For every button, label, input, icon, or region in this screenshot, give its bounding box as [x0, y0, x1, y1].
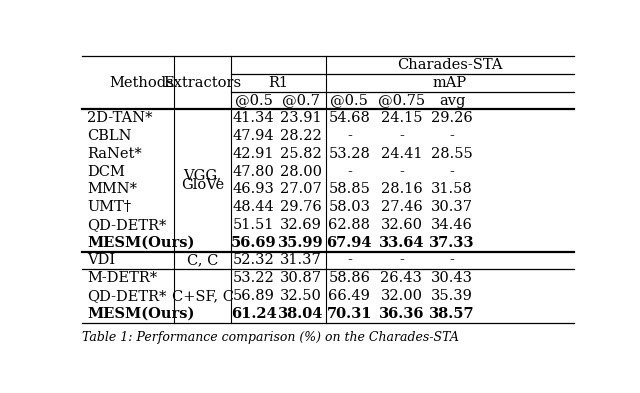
Text: 27.07: 27.07	[280, 182, 321, 196]
Text: Extractors: Extractors	[163, 76, 241, 90]
Text: 34.46: 34.46	[431, 218, 473, 232]
Text: 24.15: 24.15	[381, 111, 422, 125]
Text: 28.22: 28.22	[280, 129, 321, 143]
Text: -: -	[449, 129, 454, 143]
Text: CBLN: CBLN	[88, 129, 132, 143]
Text: RaNet*: RaNet*	[88, 147, 142, 161]
Text: 30.37: 30.37	[431, 200, 473, 214]
Text: R1: R1	[268, 76, 289, 90]
Text: @0.5: @0.5	[235, 94, 273, 108]
Text: QD-DETR*: QD-DETR*	[88, 218, 167, 232]
Text: 47.80: 47.80	[233, 165, 275, 179]
Text: MMN*: MMN*	[88, 182, 138, 196]
Text: 58.03: 58.03	[328, 200, 371, 214]
Text: -: -	[449, 165, 454, 179]
Text: Charades-STA: Charades-STA	[397, 58, 502, 72]
Text: MESM(Ours): MESM(Ours)	[88, 307, 195, 321]
Text: 35.39: 35.39	[431, 289, 473, 303]
Text: @0.5: @0.5	[330, 94, 368, 108]
Text: 42.91: 42.91	[233, 147, 275, 161]
Text: avg: avg	[439, 94, 465, 108]
Text: 38.04: 38.04	[278, 307, 323, 321]
Text: 28.55: 28.55	[431, 147, 473, 161]
Text: 32.69: 32.69	[280, 218, 322, 232]
Text: 53.22: 53.22	[233, 271, 275, 285]
Text: 28.00: 28.00	[280, 165, 322, 179]
Text: 25.82: 25.82	[280, 147, 321, 161]
Text: -: -	[399, 253, 404, 267]
Text: 56.69: 56.69	[231, 236, 276, 250]
Text: -: -	[347, 253, 352, 267]
Text: GloVe: GloVe	[181, 178, 224, 193]
Text: 35.99: 35.99	[278, 236, 324, 250]
Text: 28.16: 28.16	[381, 182, 422, 196]
Text: 29.26: 29.26	[431, 111, 473, 125]
Text: -: -	[347, 129, 352, 143]
Text: 26.43: 26.43	[380, 271, 422, 285]
Text: 54.68: 54.68	[328, 111, 371, 125]
Text: 29.76: 29.76	[280, 200, 321, 214]
Text: 46.93: 46.93	[233, 182, 275, 196]
Text: MESM(Ours): MESM(Ours)	[88, 236, 195, 250]
Text: 48.44: 48.44	[233, 200, 275, 214]
Text: 32.60: 32.60	[380, 218, 422, 232]
Text: 53.28: 53.28	[328, 147, 371, 161]
Text: 36.36: 36.36	[379, 307, 424, 321]
Text: VDI: VDI	[88, 253, 116, 267]
Text: -: -	[399, 165, 404, 179]
Text: 27.46: 27.46	[381, 200, 422, 214]
Text: M-DETR*: M-DETR*	[88, 271, 157, 285]
Text: mAP: mAP	[433, 76, 467, 90]
Text: 67.94: 67.94	[326, 236, 372, 250]
Text: QD-DETR*: QD-DETR*	[88, 289, 167, 303]
Text: Table 1: Performance comparison (%) on the Charades-STA: Table 1: Performance comparison (%) on t…	[83, 331, 460, 344]
Text: Methods: Methods	[110, 76, 175, 90]
Text: C, C: C, C	[187, 253, 218, 267]
Text: 62.88: 62.88	[328, 218, 371, 232]
Text: 37.33: 37.33	[429, 236, 475, 250]
Text: 31.37: 31.37	[280, 253, 321, 267]
Text: 23.91: 23.91	[280, 111, 321, 125]
Text: 52.32: 52.32	[233, 253, 275, 267]
Text: 31.58: 31.58	[431, 182, 473, 196]
Text: 51.51: 51.51	[233, 218, 275, 232]
Text: 32.50: 32.50	[280, 289, 322, 303]
Text: UMT†: UMT†	[88, 200, 132, 214]
Text: DCM: DCM	[88, 165, 125, 179]
Text: 58.86: 58.86	[328, 271, 371, 285]
Text: 24.41: 24.41	[381, 147, 422, 161]
Text: 32.00: 32.00	[380, 289, 422, 303]
Text: C+SF, C: C+SF, C	[172, 289, 234, 303]
Text: -: -	[347, 165, 352, 179]
Text: 70.31: 70.31	[326, 307, 372, 321]
Text: 30.43: 30.43	[431, 271, 473, 285]
Text: VGG,: VGG,	[183, 169, 221, 182]
Text: 66.49: 66.49	[328, 289, 371, 303]
Text: 61.24: 61.24	[231, 307, 276, 321]
Text: 38.57: 38.57	[429, 307, 475, 321]
Text: 41.34: 41.34	[233, 111, 275, 125]
Text: 56.89: 56.89	[233, 289, 275, 303]
Text: @0.7: @0.7	[282, 94, 319, 108]
Text: 30.87: 30.87	[280, 271, 322, 285]
Text: 2D-TAN*: 2D-TAN*	[88, 111, 153, 125]
Text: @0.75: @0.75	[378, 94, 425, 108]
Text: -: -	[449, 253, 454, 267]
Text: 33.64: 33.64	[379, 236, 424, 250]
Text: 58.85: 58.85	[328, 182, 371, 196]
Text: 47.94: 47.94	[233, 129, 275, 143]
Text: -: -	[399, 129, 404, 143]
